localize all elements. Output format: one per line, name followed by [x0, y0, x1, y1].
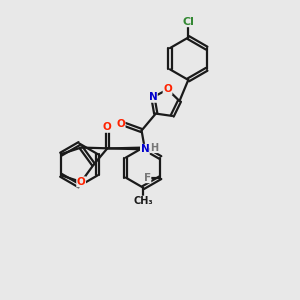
Text: H: H: [150, 142, 158, 153]
Text: O: O: [77, 177, 85, 187]
Text: N: N: [140, 144, 149, 154]
Text: CH₃: CH₃: [133, 196, 153, 206]
Text: O: O: [163, 84, 172, 94]
Text: N: N: [148, 92, 157, 102]
Text: O: O: [103, 122, 112, 132]
Text: F: F: [144, 172, 151, 183]
Text: Cl: Cl: [182, 16, 194, 27]
Text: O: O: [116, 119, 125, 129]
